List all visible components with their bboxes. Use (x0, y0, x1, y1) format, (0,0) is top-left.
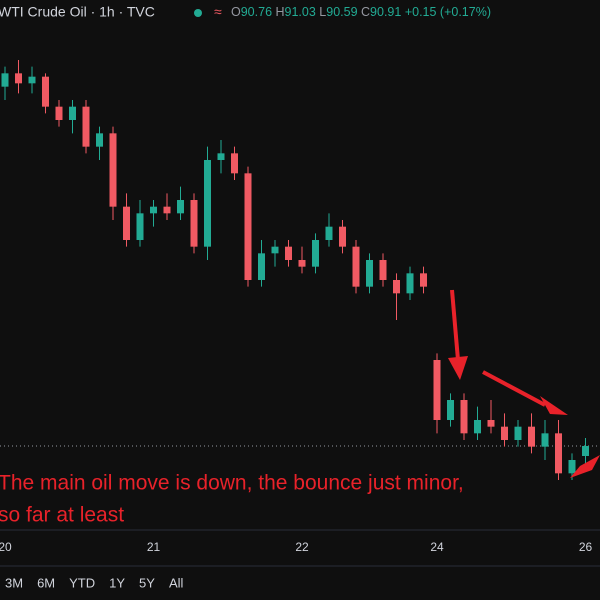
candle-body (150, 206, 157, 214)
ohlc-label: C (361, 5, 370, 19)
arrows (448, 289, 600, 478)
candle-body (244, 173, 252, 280)
range-button[interactable]: All (169, 575, 184, 590)
candle-body (474, 420, 481, 434)
x-tick-label: 20 (0, 540, 12, 554)
candle-body (69, 106, 76, 120)
ohlc-change: +0.15 (+0.17%) (405, 5, 491, 19)
candle-body (136, 213, 144, 240)
header-bg (0, 0, 540, 26)
range-button[interactable]: 1Y (109, 575, 125, 590)
ohlc-value: 90.59 (326, 5, 357, 19)
candle-body (28, 76, 36, 84)
x-tick-label: 22 (295, 540, 309, 554)
arrow (482, 370, 546, 407)
candle-body (96, 133, 103, 147)
candle-body (231, 153, 238, 174)
candle-body (285, 246, 292, 260)
candle-body (393, 280, 400, 294)
ohlc-label: L (319, 5, 326, 19)
ohlc-values: O90.76 H91.03 L90.59 C90.91 +0.15 (+0.17… (231, 5, 491, 19)
plot (0, 60, 600, 480)
candle-body (204, 160, 211, 247)
candle-body (352, 246, 360, 287)
candle-body (15, 73, 22, 84)
candle-body (460, 400, 468, 434)
candle-body (366, 260, 373, 287)
candle-body (433, 360, 441, 420)
x-tick-label: 21 (147, 540, 161, 554)
ohlc-value: 90.76 (241, 5, 272, 19)
candle-body (163, 206, 171, 214)
ohlc-label: O (231, 5, 241, 19)
candle-body (258, 253, 265, 280)
range-button[interactable]: 6M (37, 575, 55, 590)
ohlc-value: 91.03 (285, 5, 316, 19)
candle-body (406, 273, 414, 294)
ohlc-value: 90.91 (370, 5, 401, 19)
candle-body (312, 240, 319, 267)
candle-body (271, 246, 279, 254)
candle-body (42, 76, 49, 107)
chart-title: WTI Crude Oil · 1h · TVC (0, 4, 155, 20)
candle-body (541, 433, 549, 447)
range-button[interactable]: 5Y (139, 575, 155, 590)
candle-body (82, 106, 90, 147)
candle-body (487, 420, 495, 427)
candle-body (109, 133, 117, 207)
annotation: so far at least (0, 504, 124, 527)
candle-body (298, 260, 306, 267)
ohlc-label: H (276, 5, 285, 19)
candle-body (1, 73, 9, 87)
arrow-head (570, 455, 600, 478)
candle-body (514, 426, 522, 440)
candle-body (582, 446, 589, 456)
toolbar: 3M 6M YTD 1Y 5Y All (5, 575, 183, 590)
candle-body (420, 273, 427, 287)
arrow-head (448, 356, 468, 380)
candle-body (501, 426, 508, 440)
candle-body (568, 460, 576, 474)
candle-body (339, 226, 346, 247)
range-button[interactable]: YTD (69, 575, 95, 590)
arrow (450, 289, 460, 361)
arrow-head (540, 396, 568, 415)
candle-body (123, 206, 130, 240)
candle-body (555, 433, 562, 474)
status-icon: ≈ (214, 4, 222, 20)
candle-body (217, 153, 225, 160)
range-button[interactable]: 3M (5, 575, 23, 590)
candle-body (190, 200, 198, 247)
x-tick-label: 24 (430, 540, 444, 554)
status-dot (194, 9, 202, 17)
candle-body (528, 426, 535, 447)
candle-body (55, 106, 63, 120)
annotation: The main oil move is down, the bounce ju… (0, 472, 464, 495)
candle-body (379, 260, 387, 280)
x-tick-label: 26 (579, 540, 593, 554)
candle-body (177, 200, 184, 214)
candle-body (325, 226, 333, 240)
candle-body (447, 400, 454, 420)
